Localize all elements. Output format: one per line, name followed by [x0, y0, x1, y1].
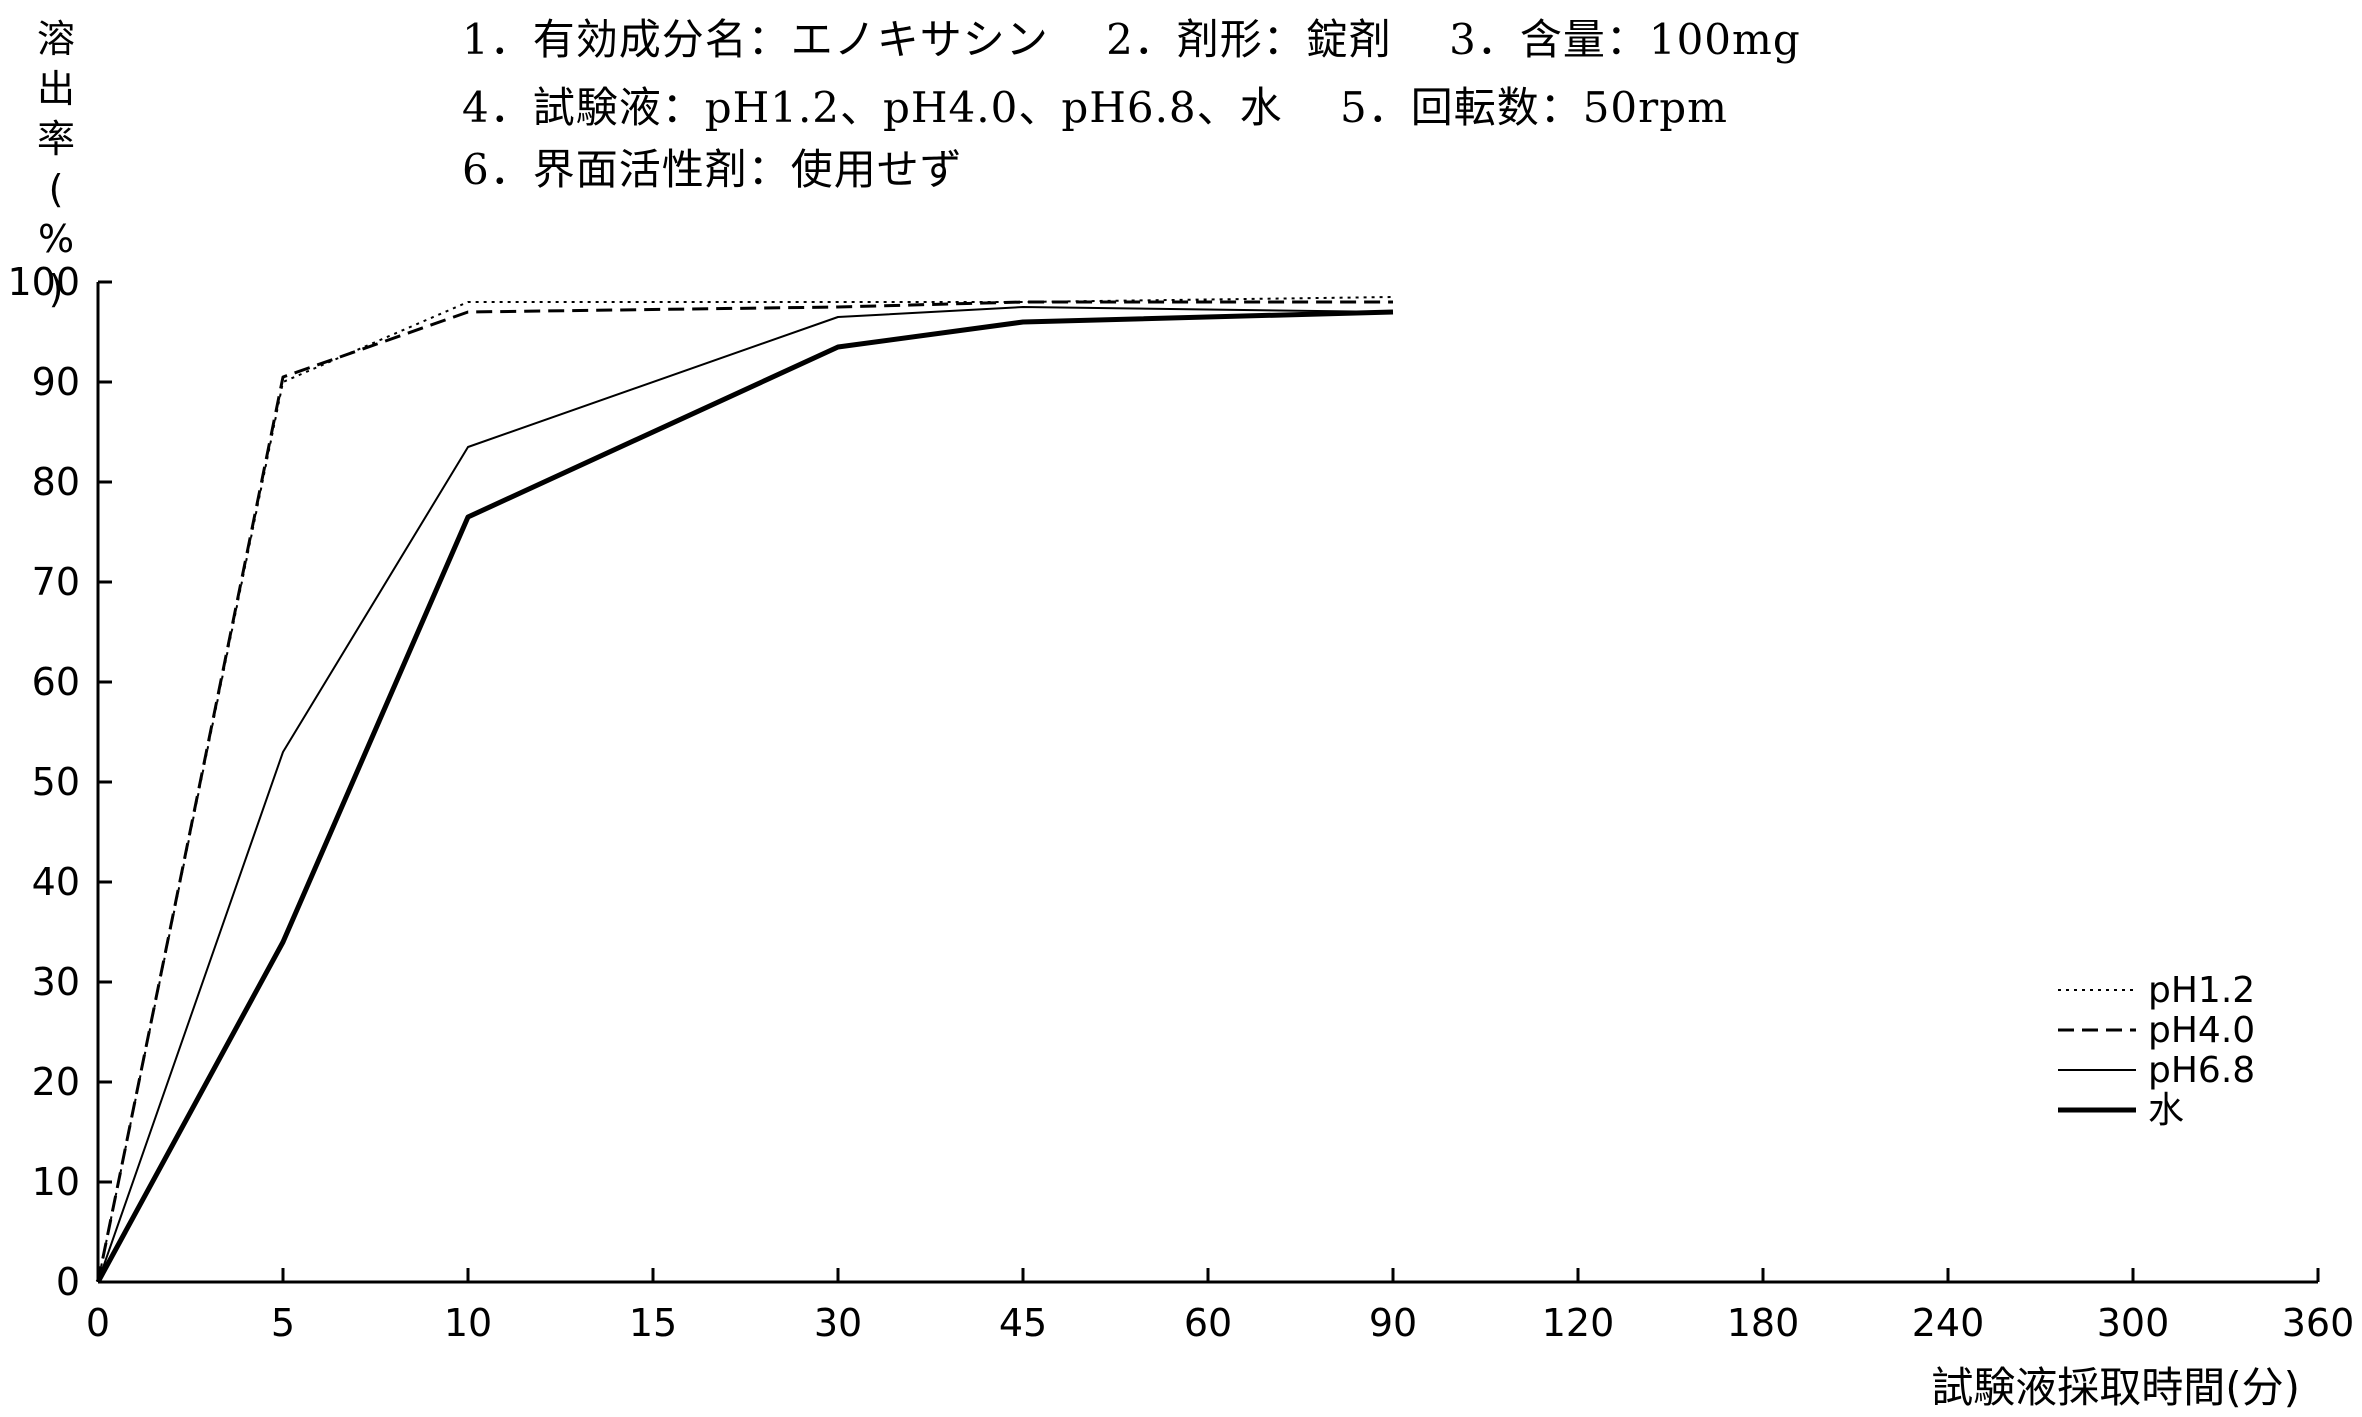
y-tick-label: 70 [32, 560, 80, 604]
y-tick-label: 90 [32, 360, 80, 404]
condition-line-1: 1．有効成分名：エノキサシン 2．剤形：錠剤 3．含量：100mg [462, 15, 1801, 64]
y-tick-label: 100 [7, 260, 80, 304]
x-tick-label: 15 [629, 1301, 677, 1345]
x-axis-label: 試験液採取時間(分) [1931, 1363, 2300, 1412]
series-line-4 [95, 309, 1394, 1284]
x-tick-label: 5 [271, 1301, 295, 1345]
y-axis-label-char: % [37, 217, 75, 261]
condition-line-2: 4．試験液：pH1.2、pH4.0、pH6.8、水 5．回転数：50rpm [462, 83, 1728, 132]
x-tick-label: 120 [1542, 1301, 1615, 1345]
x-tick-label: 30 [814, 1301, 862, 1345]
y-axis-label-char: 率 [36, 117, 75, 161]
y-tick-label: 0 [56, 1260, 80, 1304]
x-tick-label: 60 [1184, 1301, 1232, 1345]
x-tick-label: 360 [2282, 1301, 2355, 1345]
legend-label: pH1.2 [2148, 970, 2255, 1011]
series-line-1 [97, 296, 1394, 1283]
series-line-2 [96, 300, 1393, 1283]
y-tick-label: 10 [32, 1160, 80, 1204]
legend-label: pH4.0 [2148, 1010, 2255, 1051]
x-tick-label: 240 [1912, 1301, 1985, 1345]
y-axis-label-char: 出 [36, 67, 75, 111]
y-tick-label: 60 [32, 660, 80, 704]
y-axis-label-char: ( [48, 167, 64, 211]
y-axis-label-char: ) [48, 267, 64, 311]
y-tick-label: 30 [32, 960, 80, 1004]
x-tick-label: 0 [86, 1301, 110, 1345]
y-tick-label: 50 [32, 760, 80, 804]
tick-labels: 0 10 20 30 40 50 60 70 80 90 100 0 5 10 15 30 45 60 90 120 1… [7, 260, 2354, 1345]
x-tick-label: 10 [444, 1301, 492, 1345]
condition-line-3: 6．界面活性剤：使用せず [462, 145, 963, 194]
x-tick-label: 300 [2097, 1301, 2170, 1345]
y-tick-label: 20 [32, 1060, 80, 1104]
axes [96, 280, 2320, 1284]
series-lines [95, 296, 1394, 1284]
x-tick-label: 45 [999, 1301, 1047, 1345]
y-axis-label-char: 溶 [36, 17, 75, 61]
x-tick-label: 180 [1727, 1301, 1800, 1345]
legend-label: pH6.8 [2148, 1050, 2255, 1091]
y-tick-label: 80 [32, 460, 80, 504]
legend-label: 水 [2148, 1090, 2184, 1131]
y-tick-label: 40 [32, 860, 80, 904]
x-tick-label: 90 [1369, 1301, 1417, 1345]
y-axis-label: 溶出率 (%) [30, 14, 82, 314]
series-line-3 [97, 306, 1394, 1283]
